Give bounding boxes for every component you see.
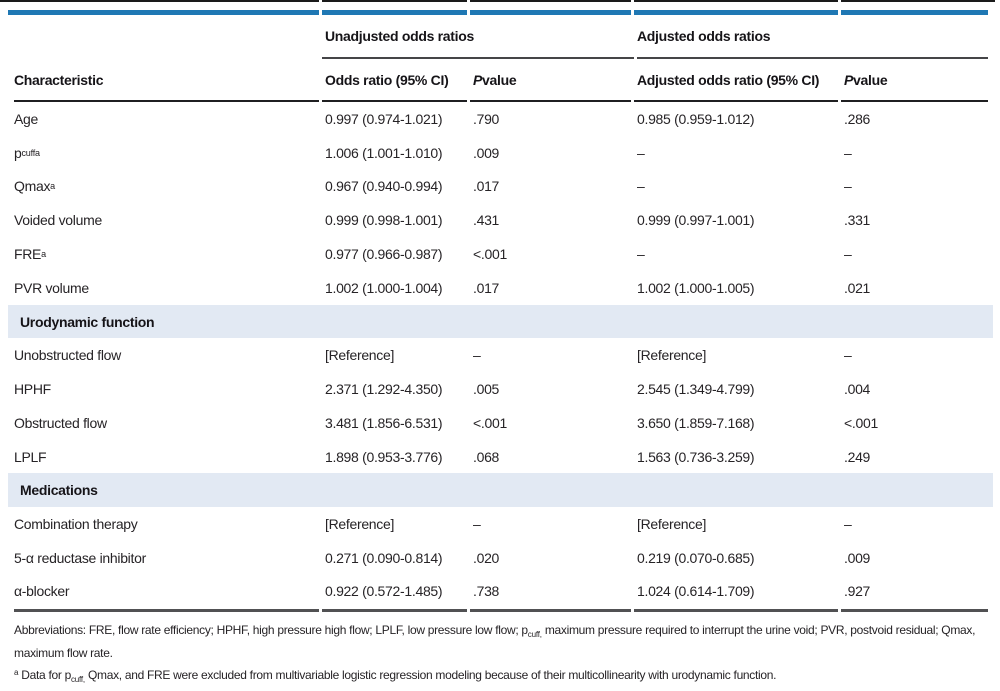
table-row-pvr-volume: PVR volume 1.002 (1.000-1.004) .017 1.00… (14, 271, 988, 305)
p-value-cell: .009 (473, 144, 500, 161)
adjusted-odds-ratio-cell: 1.563 (0.736-3.259) (637, 448, 755, 465)
table-row-age: Age 0.997 (0.974-1.021) .790 0.985 (0.95… (14, 102, 988, 136)
adjusted-p-value-cell: – (844, 178, 852, 195)
p-value-cell: .431 (473, 212, 500, 229)
p-value-cell: – (473, 347, 481, 364)
adjusted-odds-ratio-cell: 1.002 (1.000-1.005) (637, 279, 755, 296)
adjusted-odds-ratio-cell: – (637, 178, 645, 195)
column-header-adjusted-odds-ratio: Adjusted odds ratio (95% CI) (637, 71, 820, 88)
table-row-alpha-blocker: α-blocker 0.922 (0.572-1.485) .738 1.024… (14, 575, 988, 609)
column-header-row: Characteristic Odds ratio (95% CI) P val… (14, 59, 988, 100)
table-bottom-rule (14, 609, 988, 613)
adjusted-odds-ratio-cell: [Reference] (637, 515, 707, 532)
adjusted-odds-ratio-cell: [Reference] (637, 347, 707, 364)
spanner-header-row: Unadjusted odds ratios Adjusted odds rat… (14, 15, 988, 59)
table-row-unobstructed-flow: Unobstructed flow [Reference] – [Referen… (14, 338, 988, 372)
p-value-cell: .017 (473, 279, 500, 296)
table-row-hphf: HPHF 2.371 (1.292-4.350) .005 2.545 (1.3… (14, 372, 988, 406)
table-row-combination-therapy: Combination therapy [Reference] – [Refer… (14, 507, 988, 541)
table-row-pcuff: p cuff a 1.006 (1.001-1.010) .009 – – (14, 136, 988, 170)
odds-ratio-cell: 1.898 (0.953-3.776) (325, 448, 443, 465)
characteristic-cell: 5-α reductase inhibitor (14, 549, 146, 566)
characteristic-cell: PVR volume (14, 279, 89, 296)
adjusted-p-value-cell: .004 (844, 380, 871, 397)
p-value-cell: <.001 (473, 414, 507, 431)
characteristic-cell: HPHF (14, 380, 51, 397)
table-row-voided-volume: Voided volume 0.999 (0.998-1.001) .431 0… (14, 203, 988, 237)
characteristic-cell: Obstructed flow (14, 414, 107, 431)
p-value-cell: .068 (473, 448, 500, 465)
spanner-unadjusted: Unadjusted odds ratios (322, 15, 634, 59)
exclusion-footnote: a Data for pcuff, Qmax, and FRE were exc… (14, 668, 777, 685)
adjusted-p-value-cell: – (844, 347, 852, 364)
table-row-lplf: LPLF 1.898 (0.953-3.776) .068 1.563 (0.7… (14, 440, 988, 474)
adjusted-odds-ratio-cell: 1.024 (0.614-1.709) (637, 583, 755, 600)
odds-ratio-cell: 0.999 (0.998-1.001) (325, 212, 443, 229)
odds-ratio-cell: 2.371 (1.292-4.350) (325, 380, 443, 397)
odds-ratio-cell: 0.997 (0.974-1.021) (325, 110, 443, 127)
adjusted-p-value-cell: .286 (844, 110, 871, 127)
section-header-medications: Medications (8, 473, 993, 507)
adjusted-odds-ratio-cell: 0.219 (0.070-0.685) (637, 549, 755, 566)
odds-ratio-cell: 3.481 (1.856-6.531) (325, 414, 443, 431)
adjusted-p-value-cell: .927 (844, 583, 871, 600)
table-row-fre: FRE a 0.977 (0.966-0.987) <.001 – – (14, 237, 988, 271)
accent-bar (8, 10, 988, 15)
adjusted-p-value-cell: .009 (844, 549, 871, 566)
footnotes: Abbreviations: FRE, flow rate efficiency… (14, 621, 988, 689)
p-value-cell: .005 (473, 380, 500, 397)
characteristic-cell: LPLF (14, 448, 47, 465)
spanner-empty-cell (14, 15, 322, 59)
odds-ratio-cell: 0.977 (0.966-0.987) (325, 246, 443, 263)
adjusted-p-value-cell: .021 (844, 279, 871, 296)
characteristic-cell: Unobstructed flow (14, 347, 121, 364)
characteristic-cell: Voided volume (14, 212, 102, 229)
odds-ratio-cell: 0.967 (0.940-0.994) (325, 178, 443, 195)
odds-ratio-cell: [Reference] (325, 515, 395, 532)
adjusted-p-value-cell: .249 (844, 448, 871, 465)
characteristic-cell: FRE a (14, 246, 46, 263)
adjusted-odds-ratio-cell: – (637, 144, 645, 161)
odds-ratio-cell: 1.002 (1.000-1.004) (325, 279, 443, 296)
section-header-urodynamic-function: Urodynamic function (8, 304, 993, 339)
table-row-5-alpha-reductase-inhibitor: 5-α reductase inhibitor 0.271 (0.090-0.8… (14, 541, 988, 575)
spanner-adjusted: Adjusted odds ratios (637, 15, 988, 59)
column-header-characteristic: Characteristic (14, 71, 104, 88)
odds-ratio-cell: 0.922 (0.572-1.485) (325, 583, 443, 600)
adjusted-odds-ratio-cell: 3.650 (1.859-7.168) (637, 414, 755, 431)
odds-ratio-cell: [Reference] (325, 347, 395, 364)
characteristic-cell: Age (14, 110, 39, 127)
adjusted-odds-ratio-cell: 0.999 (0.997-1.001) (637, 212, 755, 229)
characteristic-cell: α-blocker (14, 583, 70, 600)
table-row-obstructed-flow: Obstructed flow 3.481 (1.856-6.531) <.00… (14, 406, 988, 440)
p-value-cell: .017 (473, 178, 500, 195)
adjusted-odds-ratio-cell: 2.545 (1.349-4.799) (637, 380, 755, 397)
odds-ratio-cell: 1.006 (1.001-1.010) (325, 144, 443, 161)
characteristic-cell: Qmax a (14, 178, 55, 195)
table-row-qmax: Qmax a 0.967 (0.940-0.994) .017 – – (14, 170, 988, 204)
p-value-cell: .020 (473, 549, 500, 566)
adjusted-p-value-cell: – (844, 144, 852, 161)
adjusted-p-value-cell: .331 (844, 212, 871, 229)
column-header-adjusted-p-value: P value (844, 71, 888, 88)
p-value-cell: .790 (473, 110, 500, 127)
column-header-p-value: P value (473, 71, 517, 88)
characteristic-cell: Combination therapy (14, 515, 138, 532)
p-value-cell: – (473, 515, 481, 532)
column-header-odds-ratio: Odds ratio (95% CI) (325, 71, 449, 88)
adjusted-p-value-cell: – (844, 246, 852, 263)
abbreviations-footnote: Abbreviations: FRE, flow rate efficiency… (14, 623, 976, 661)
characteristic-cell: p cuff a (14, 144, 40, 161)
p-value-cell: <.001 (473, 246, 507, 263)
adjusted-odds-ratio-cell: 0.985 (0.959-1.012) (637, 110, 755, 127)
adjusted-p-value-cell: – (844, 515, 852, 532)
top-border-rule (0, 0, 995, 2)
odds-ratio-cell: 0.271 (0.090-0.814) (325, 549, 443, 566)
p-value-cell: .738 (473, 583, 500, 600)
table: Unadjusted odds ratios Adjusted odds rat… (8, 15, 993, 613)
adjusted-odds-ratio-cell: – (637, 246, 645, 263)
adjusted-p-value-cell: <.001 (844, 414, 878, 431)
header-bottom-rule (14, 100, 988, 102)
